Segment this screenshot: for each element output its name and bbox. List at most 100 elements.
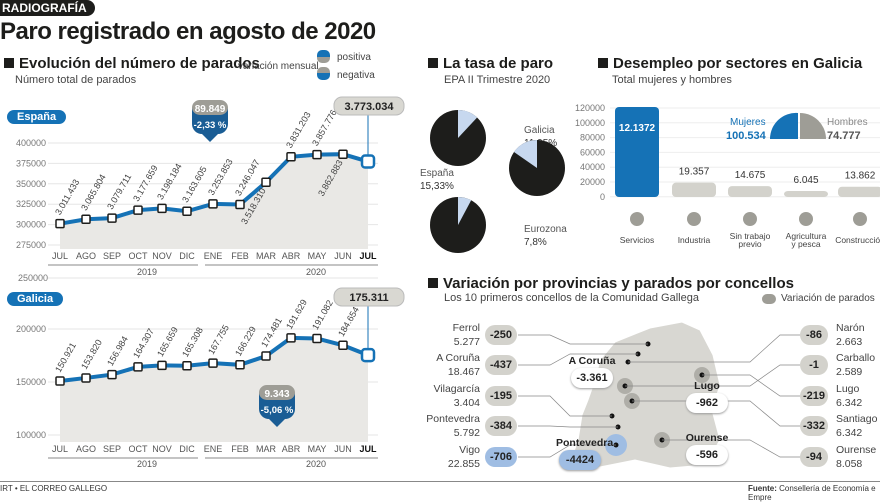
variation-badge: -332: [800, 416, 828, 436]
x-tick-label: NOV: [152, 251, 172, 261]
data-point: [360, 347, 376, 363]
galicia-map: [518, 321, 802, 469]
pie-name: Galicia: [524, 125, 555, 136]
leader-line: [625, 364, 802, 387]
men-label: Hombres: [827, 117, 868, 128]
data-label: 3.079.711: [105, 172, 133, 211]
data-label: 191.629: [284, 298, 309, 331]
legend-positive: positiva: [337, 52, 371, 63]
x-tick-label: JUL: [52, 251, 68, 261]
leader-line: [518, 353, 638, 366]
category-label: Sin trabajo: [730, 231, 771, 241]
x-tick-label: JUL: [52, 444, 68, 454]
concello-left: Vigo 22.855: [447, 444, 480, 470]
line-charts: 400000 375000 350000 325000 300000 275000 2500…: [16, 96, 405, 469]
y-tick-label: 325000: [16, 199, 46, 209]
y-tick-label: 120000: [575, 103, 605, 113]
x-tick-label: JUN: [334, 251, 352, 261]
line-chart-subtitle: Número total de parados: [15, 74, 137, 86]
x-tick-label: ENE: [204, 444, 223, 454]
year-label: 2019: [137, 459, 157, 469]
y-tick-label: 0: [600, 192, 605, 202]
category-label: Servicios: [620, 235, 654, 245]
men-icon: [800, 113, 826, 139]
x-tick-label: SEP: [103, 251, 121, 261]
footer-credit: IRT • EL CORREO GALLEGO: [0, 484, 108, 493]
concello-right: Narón 2.663: [836, 322, 865, 348]
data-point: [208, 199, 218, 209]
x-tick-label: OCT: [129, 444, 149, 454]
province-1: Lugo -962: [683, 380, 731, 413]
data-point: [133, 362, 143, 372]
category-label: Agricultura: [786, 231, 827, 241]
concello-left: Pontevedra 5.792: [426, 413, 480, 439]
data-label: 165.308: [180, 326, 205, 359]
data-label: 150.921: [53, 341, 78, 374]
bar-label: 19.357: [679, 167, 710, 178]
variation-badge: -706: [485, 447, 517, 467]
variation-badge: -94: [800, 447, 828, 467]
data-point: [312, 149, 322, 160]
y-tick-label: 350000: [16, 179, 46, 189]
y-tick-label: 150000: [16, 377, 46, 387]
sector-icon: [853, 212, 867, 226]
positive-legend-icon: [317, 50, 330, 63]
bar-2: [728, 186, 772, 197]
concello-right: Santiago 6.342: [836, 413, 878, 439]
area-fill: [60, 154, 368, 249]
data-label: 3.065.804: [79, 173, 108, 213]
y-tick-label: 40000: [580, 162, 605, 172]
data-point: [286, 333, 296, 343]
category-label: Construcción: [835, 235, 880, 245]
data-point: [81, 373, 91, 383]
x-tick-label: DIC: [179, 251, 195, 261]
concello-right: Lugo 6.342: [836, 383, 863, 409]
total-value: 3.773.034: [345, 101, 395, 113]
data-label: 153.820: [79, 338, 104, 371]
year-label: 2020: [306, 459, 326, 469]
data-label: 167.755: [206, 323, 231, 356]
variation-callout-top: [192, 100, 228, 115]
pie-name: España: [420, 168, 454, 179]
data-point: [81, 214, 91, 224]
sector-icon: [630, 212, 644, 226]
y-tick-label: 100000: [575, 118, 605, 128]
data-point: [157, 203, 167, 214]
y-tick-label: 250000: [18, 273, 48, 283]
variation-badge: -219: [800, 386, 828, 406]
sector-icon: [743, 212, 757, 226]
variation-badge: -250: [485, 325, 517, 345]
variation-percent: -2,33 %: [194, 120, 227, 131]
bar-label: 12.1372: [619, 123, 656, 134]
women-value: 100.534: [726, 130, 767, 142]
variation-callout-top: [259, 385, 295, 400]
pie-slice: [458, 110, 478, 138]
leader-line: [628, 334, 802, 363]
total-value: 175.311: [349, 292, 388, 304]
pie-chart-title: La tasa de paro: [428, 55, 553, 72]
bar-label: 14.675: [735, 170, 766, 181]
x-tick-label: FEB: [231, 251, 249, 261]
y-tick-label: 275000: [16, 240, 46, 250]
page-title: Paro registrado en agosto de 2020: [0, 18, 376, 45]
data-point: [55, 376, 65, 386]
data-label: 3.163.605: [180, 165, 209, 205]
data-label: 191.082: [310, 298, 335, 331]
data-point: [182, 206, 192, 216]
bar-chart-subtitle: Total mujeres y hombres: [612, 74, 732, 86]
data-point: [286, 152, 296, 162]
concello-left: Vilagarcía 3.404: [433, 383, 480, 409]
data-point: [55, 218, 65, 229]
line-chart-title: Evolución del número de parados: [4, 55, 260, 72]
data-label: 3.857.776: [310, 108, 339, 148]
data-point: [235, 199, 245, 210]
x-tick-label: AGO: [76, 251, 96, 261]
province-0: A Coruña -3.361: [568, 355, 616, 388]
bar-3: [784, 191, 828, 197]
y-tick-label: 20000: [580, 177, 605, 187]
concello-right: Carballo 2.589: [836, 352, 876, 378]
data-point: [182, 361, 192, 371]
category-label: y pesca: [791, 239, 821, 249]
leader-line: [702, 374, 802, 397]
pie-value: 15,33%: [420, 181, 454, 192]
